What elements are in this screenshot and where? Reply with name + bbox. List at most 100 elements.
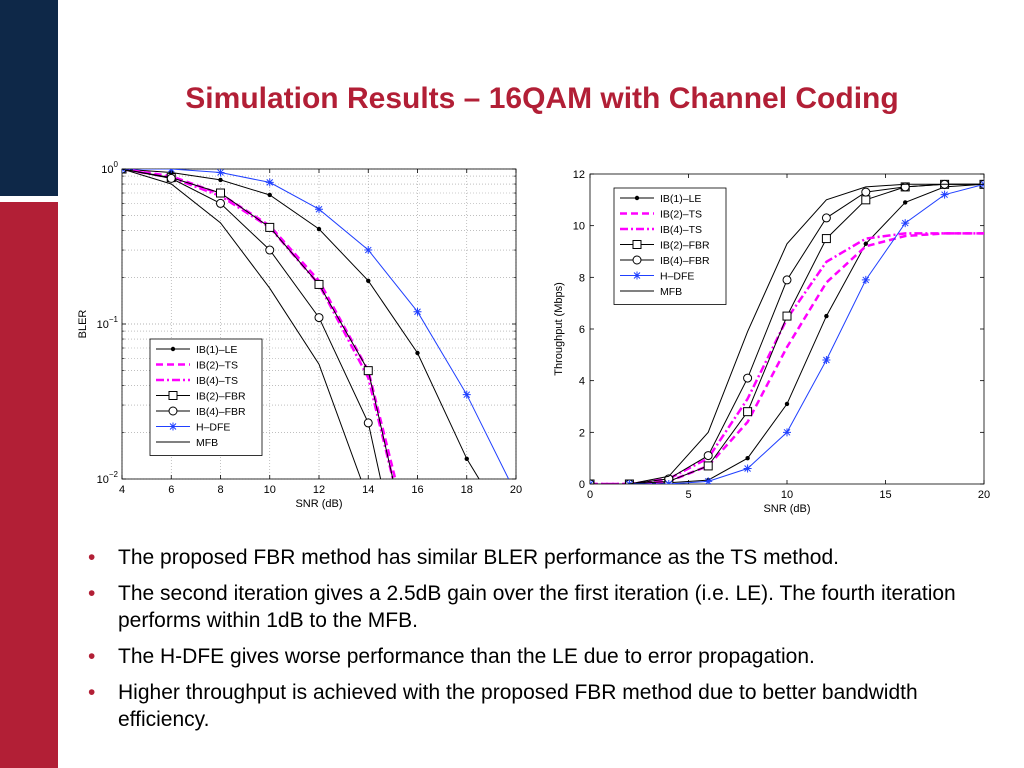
data-point	[861, 187, 871, 197]
bullet-text: The second iteration gives a 2.5dB gain …	[118, 582, 956, 632]
x-tick-label: 12	[313, 484, 325, 496]
legend-item: H–DFE	[156, 422, 230, 434]
data-point	[940, 190, 949, 199]
legend-item: IB(4)–FBR	[156, 406, 246, 418]
data-point	[265, 178, 274, 187]
legend-label: IB(4)–TS	[196, 375, 238, 387]
data-point	[901, 219, 910, 228]
legend-box	[149, 338, 263, 456]
data-point	[704, 477, 713, 484]
series	[590, 183, 984, 484]
data-point	[784, 401, 790, 407]
data-point	[363, 366, 373, 376]
red-sidebar-block	[0, 202, 58, 768]
data-point	[743, 464, 752, 473]
legend-label: IB(2)–TS	[660, 209, 702, 221]
series	[122, 169, 510, 479]
y-tick-label-exponent: 0	[114, 160, 119, 169]
data-point	[745, 455, 750, 461]
x-tick-label: 16	[411, 484, 423, 496]
y-tick-label: 10−1	[97, 315, 119, 331]
legend-label: H–DFE	[196, 422, 230, 434]
legend-item: IB(4)–TS	[156, 375, 238, 387]
y-tick-label-exponent: −2	[109, 470, 119, 479]
data-point	[903, 200, 908, 205]
plot-area	[590, 179, 984, 484]
data-point	[861, 275, 870, 284]
bullet-marker: •	[88, 645, 96, 668]
data-point	[366, 278, 371, 283]
data-point	[633, 271, 641, 280]
legend-label: IB(4)–FBR	[660, 255, 710, 267]
slide-title: Simulation Results – 16QAM with Channel …	[185, 82, 899, 115]
data-point	[216, 198, 225, 208]
y-tick-label-base: 10	[101, 164, 113, 176]
legend-item: IB(2)–TS	[156, 360, 238, 372]
data-point	[166, 173, 176, 183]
legend-item: IB(1)–LE	[156, 344, 237, 356]
data-point	[169, 422, 177, 431]
y-tick-label: 10−2	[97, 470, 119, 486]
series	[590, 179, 984, 484]
bullet-item: • The second iteration gives a 2.5dB gain…	[88, 580, 1008, 634]
y-axis-label: BLER	[77, 310, 89, 339]
navy-sidebar-block	[0, 0, 58, 196]
legend-item: IB(1)–LE	[620, 193, 701, 205]
bullet-text: The proposed FBR method has similar BLER…	[118, 546, 839, 569]
legend-item: MFB	[620, 286, 682, 298]
x-tick-label: 14	[362, 484, 374, 496]
series	[122, 169, 362, 479]
legend-label: IB(4)–TS	[660, 224, 702, 236]
series-line	[590, 232, 984, 484]
legend-item: IB(4)–TS	[620, 224, 702, 236]
y-tick-label-exponent: −1	[109, 315, 119, 324]
data-point	[315, 205, 323, 214]
bullet-marker: •	[88, 546, 96, 569]
data-point	[363, 418, 373, 428]
bullet-text: The H-DFE gives worse performance than t…	[118, 645, 815, 668]
data-point	[464, 456, 469, 461]
data-point	[743, 373, 753, 383]
x-tick-label: 20	[978, 489, 990, 501]
y-tick-label: 100	[101, 160, 118, 176]
legend-label: IB(4)–FBR	[196, 406, 246, 418]
data-point	[168, 406, 178, 416]
legend-item: IB(2)–FBR	[620, 240, 710, 252]
data-point	[821, 234, 831, 244]
y-tick-label: 10	[573, 221, 585, 233]
legend-label: IB(1)–LE	[196, 344, 237, 356]
data-point	[170, 346, 176, 352]
data-point	[861, 195, 871, 205]
series-line	[122, 169, 362, 479]
legend-label: IB(2)–TS	[196, 360, 238, 372]
data-point	[265, 245, 275, 255]
data-point	[218, 177, 223, 183]
data-point	[703, 451, 713, 461]
throughput-chart: 0 5 10 15 20 0 2 4 6 8 10 12 SNR (dB) Throughput (Mbp…	[553, 169, 990, 515]
y-tick-label: 12	[573, 169, 585, 181]
x-tick-label: 8	[217, 484, 223, 496]
data-point	[743, 407, 753, 417]
x-axis-label: SNR (dB)	[763, 503, 810, 515]
data-point	[822, 356, 831, 364]
data-point	[703, 461, 713, 471]
data-point	[314, 279, 324, 289]
data-point	[821, 213, 831, 223]
bullet-list: • The proposed FBR method has similar BLE…	[88, 544, 1008, 742]
legend-item: IB(2)–FBR	[156, 391, 246, 403]
data-point	[664, 480, 673, 484]
series	[122, 169, 480, 479]
x-tick-label: 15	[879, 489, 891, 501]
x-axis-label: SNR (dB)	[295, 498, 342, 510]
legend: IB(1)–LE IB(2)–TS IB(4)–TS IB(2)–FBR IB(4)–F…	[149, 338, 263, 456]
legend-item: H–DFE	[620, 271, 694, 283]
y-tick-label-base: 10	[97, 474, 109, 486]
data-point	[415, 350, 420, 356]
x-tick-label: 4	[119, 484, 125, 496]
data-point	[316, 226, 322, 232]
x-tick-label: 0	[587, 489, 593, 501]
legend-label: MFB	[660, 286, 682, 298]
bullet-text: Higher throughput is achieved with the p…	[118, 681, 918, 731]
data-point	[364, 246, 373, 255]
legend-item: MFB	[156, 437, 218, 449]
